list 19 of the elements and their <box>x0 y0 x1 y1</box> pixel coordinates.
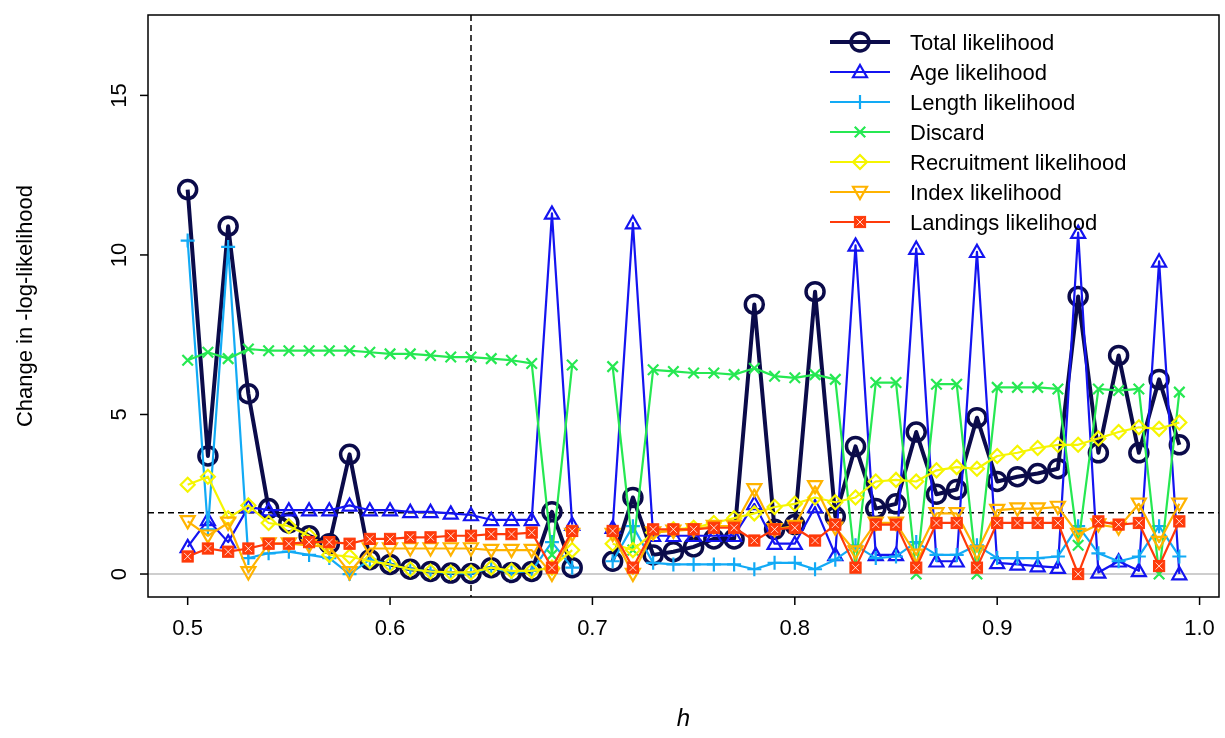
legend-label: Landings likelihood <box>910 210 1098 235</box>
x-axis-title: h <box>676 704 691 731</box>
y-tick-label: 10 <box>106 242 131 268</box>
y-tick-label: 15 <box>106 83 131 108</box>
legend-label: Total likelihood <box>910 30 1055 55</box>
x-tick-label: 1.0 <box>1184 615 1215 640</box>
y-tick-label: 0 <box>106 567 131 581</box>
x-tick-label: 0.8 <box>779 615 811 640</box>
x-tick-label: 0.7 <box>577 615 608 640</box>
legend-label: Length likelihood <box>910 90 1076 115</box>
legend-label: Index likelihood <box>910 180 1062 205</box>
x-tick-label: 0.9 <box>981 615 1013 640</box>
y-tick-label: 5 <box>106 408 131 421</box>
x-tick-label: 0.5 <box>172 615 203 640</box>
y-axis-title: Change in -log-likelihood <box>12 184 37 428</box>
x-tick-label: 0.6 <box>374 615 406 640</box>
legend-label: Discard <box>910 120 985 145</box>
legend-label: Age likelihood <box>910 60 1047 85</box>
legend-label: Recruitment likelihood <box>910 150 1127 175</box>
